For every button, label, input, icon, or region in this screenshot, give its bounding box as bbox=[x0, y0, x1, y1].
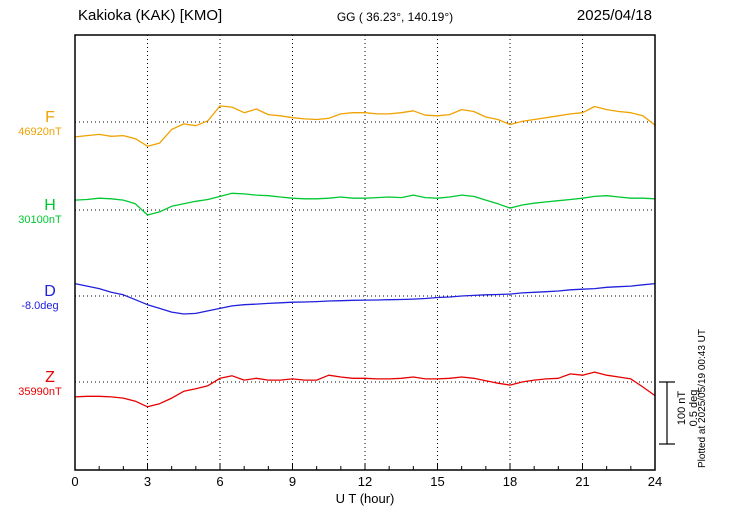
trace-baseline-Z: 35990nT bbox=[18, 386, 62, 398]
x-tick-label-18: 18 bbox=[502, 474, 518, 489]
geographic-coordinates: GG ( 36.23°, 140.19°) bbox=[336, 10, 454, 24]
x-tick-label-6: 6 bbox=[216, 474, 224, 489]
trace-F bbox=[74, 105, 656, 147]
x-tick-label-3: 3 bbox=[143, 474, 152, 489]
x-axis-label: U T (hour) bbox=[335, 491, 395, 506]
trace-baseline-H: 30100nT bbox=[18, 214, 62, 226]
trace-H bbox=[74, 192, 656, 216]
x-tick-label-12: 12 bbox=[357, 474, 373, 489]
plot-frame bbox=[74, 34, 656, 471]
trace-letter-Z: Z bbox=[45, 369, 55, 386]
x-tick-label-15: 15 bbox=[430, 474, 445, 489]
trace-Z bbox=[74, 371, 656, 408]
trace-baseline-D: -8.0deg bbox=[21, 300, 59, 312]
plotted-timestamp-note: Plotted at 2025/05/19 00:43 UT bbox=[697, 329, 708, 468]
x-tick-label-21: 21 bbox=[575, 474, 590, 489]
trace-letter-H: H bbox=[44, 197, 56, 214]
trace-baseline-F: 46920nT bbox=[18, 126, 62, 138]
trace-D bbox=[74, 282, 656, 315]
x-tick-label-0: 0 bbox=[71, 474, 79, 489]
x-tick-label-9: 9 bbox=[288, 474, 297, 489]
scale-nt-label: 100 nT bbox=[676, 390, 688, 426]
trace-letter-D: D bbox=[44, 283, 56, 300]
trace-letter-F: F bbox=[45, 109, 55, 126]
x-tick-label-24: 24 bbox=[647, 474, 663, 489]
station-title: Kakioka (KAK) [KMO] bbox=[78, 7, 223, 24]
observation-date: 2025/04/18 bbox=[576, 7, 652, 24]
